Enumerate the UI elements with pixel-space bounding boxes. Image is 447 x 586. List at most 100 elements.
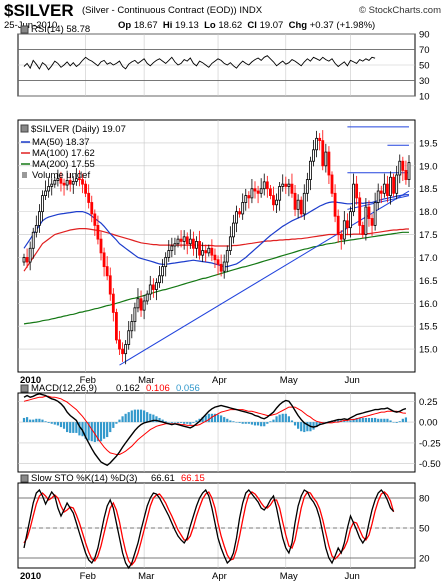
candle-body	[232, 222, 235, 238]
macd-histogram-bar	[250, 422, 254, 425]
macd-histogram-bar	[133, 409, 136, 423]
candle-body	[336, 215, 340, 235]
sto-tick-label: 20	[419, 554, 430, 565]
candle-body	[62, 182, 66, 186]
macd-histogram-bar	[253, 422, 257, 426]
candle-body	[216, 259, 220, 265]
candle-body	[59, 178, 63, 184]
macd-histogram-bar	[377, 418, 380, 423]
candle-body	[342, 220, 346, 240]
candle-body	[281, 183, 285, 187]
macd-histogram-bar	[235, 422, 238, 423]
candle-body	[53, 180, 57, 185]
symbol-title: $SILVER	[4, 1, 74, 20]
candle-body	[330, 174, 334, 194]
macd-histogram-bar	[380, 418, 383, 423]
legend-volume-swatch	[22, 172, 27, 178]
macd-histogram-bar	[183, 422, 186, 424]
candle-body	[93, 213, 97, 226]
candle-body	[312, 149, 315, 162]
sto-tick-label: 50	[419, 524, 430, 535]
candle-body	[74, 178, 78, 182]
macd-histogram-bar	[179, 422, 183, 423]
candle-body	[34, 224, 38, 233]
macd-histogram-bar	[173, 422, 177, 423]
macd-histogram-bar	[306, 422, 309, 432]
candle-body	[293, 192, 297, 210]
candle-body	[158, 275, 161, 284]
macd-histogram-bar	[266, 422, 269, 424]
candle-body	[56, 178, 60, 181]
open-label: Op	[118, 20, 132, 31]
macd-histogram-bar	[272, 419, 275, 423]
macd-histogram-bar	[367, 417, 371, 423]
candle-body	[370, 218, 374, 226]
macd-histogram-bar	[44, 421, 47, 423]
macd-histogram-bar	[124, 413, 127, 423]
macd-histogram-bar	[256, 422, 260, 426]
macd-histogram-bar	[260, 422, 263, 427]
price-x-label: May	[280, 375, 298, 386]
candle-body	[90, 202, 94, 215]
macd-histogram-bar	[364, 417, 367, 423]
candle-body	[339, 234, 343, 240]
candle-body	[315, 137, 319, 151]
macd-signal-value: 0.106	[146, 383, 170, 394]
candle-body	[28, 247, 32, 263]
macd-histogram-bar	[127, 412, 130, 423]
candle-body	[321, 140, 325, 167]
candle-body	[139, 298, 143, 311]
sto-d-line	[23, 491, 395, 567]
macd-histogram-bar	[398, 421, 401, 423]
rsi-tick-label: 90	[419, 30, 430, 41]
macd-histogram-bar	[247, 422, 250, 424]
macd-histogram-bar	[389, 420, 392, 423]
macd-histogram-bar	[176, 422, 180, 423]
candle-body	[256, 190, 260, 194]
candle-body	[130, 321, 134, 332]
exchange-text: INDX	[239, 5, 263, 16]
macd-histogram-bar	[59, 422, 63, 428]
macd-histogram-bar	[72, 422, 75, 433]
candle-body	[382, 183, 386, 194]
macd-histogram-bar	[404, 417, 408, 423]
candle-body	[31, 231, 35, 249]
candle-body	[191, 238, 195, 249]
rsi-tick-label: 70	[419, 45, 430, 56]
candle-body	[127, 330, 131, 345]
candle-body	[253, 188, 257, 192]
macd-histogram-bar	[195, 420, 198, 423]
macd-histogram-bar	[152, 414, 155, 423]
candle-body	[265, 181, 269, 190]
rsi-tick-label: 30	[419, 76, 430, 87]
candle-body	[207, 247, 211, 254]
macd-histogram-bar	[346, 421, 349, 423]
sto-d-value: 66.15	[181, 473, 205, 484]
macd-histogram-bar	[69, 422, 72, 433]
close-value: 19.07	[259, 20, 284, 31]
price-title: $SILVER (Daily) 19.07	[31, 124, 126, 135]
macd-histogram-bar	[121, 416, 124, 423]
macd-histogram-bar	[210, 413, 213, 423]
macd-histogram-bar	[269, 421, 272, 423]
macd-histogram-bar	[29, 419, 32, 423]
candle-body	[333, 192, 337, 217]
macd-histogram-bar	[93, 422, 96, 443]
sto-x-label: Mar	[138, 571, 154, 582]
legend-entry: MA(50) 18.37	[32, 137, 90, 148]
candle-body	[407, 162, 411, 180]
macd-histogram-bar	[115, 422, 118, 424]
macd-histogram-bar	[284, 413, 287, 423]
macd-histogram-bar	[47, 422, 50, 423]
candle-body	[302, 192, 306, 215]
macd-histogram-bar	[287, 416, 290, 423]
candle-body	[118, 339, 121, 350]
macd-histogram-bar	[22, 417, 26, 423]
macd-histogram-bar	[241, 422, 244, 424]
rsi-tick-label: 50	[419, 61, 430, 72]
rsi-tick-label: 10	[419, 92, 430, 103]
candle-body	[78, 178, 81, 181]
candle-body	[352, 183, 355, 213]
low-value: 18.62	[218, 20, 243, 31]
candle-body	[262, 181, 266, 190]
